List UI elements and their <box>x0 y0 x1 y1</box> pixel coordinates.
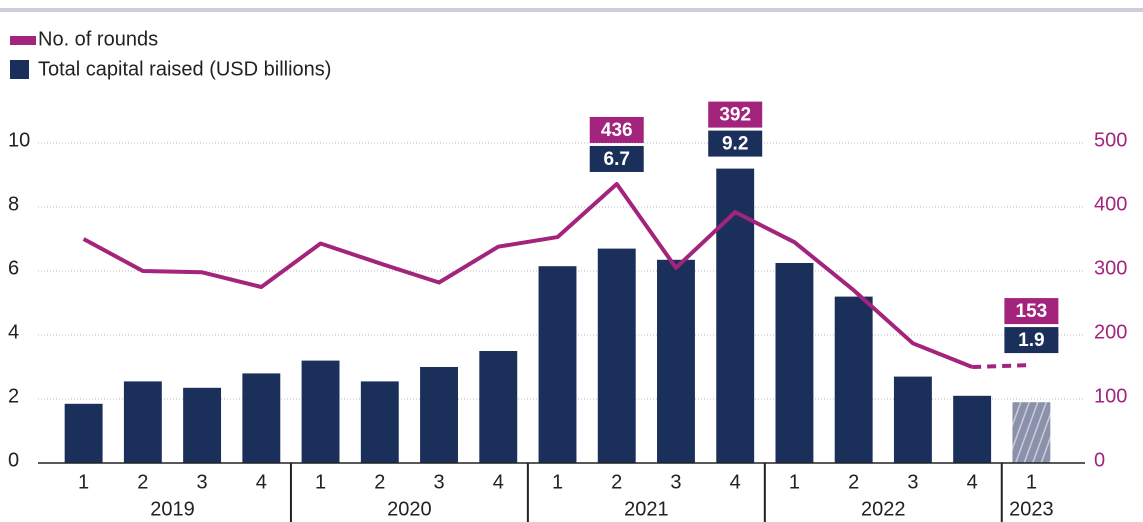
x-tick-label: 4 <box>256 471 267 493</box>
value-label: 9.2 <box>722 134 748 155</box>
bar <box>420 367 458 463</box>
year-label: 2019 <box>150 498 195 520</box>
bar <box>479 351 518 463</box>
bar <box>64 403 103 463</box>
top-rule <box>0 8 1143 12</box>
bar <box>242 373 281 463</box>
y2-tick-label: 200 <box>1094 321 1127 343</box>
x-tick-label: 3 <box>433 471 444 493</box>
bar <box>1012 402 1051 463</box>
year-label: 2023 <box>1009 498 1054 520</box>
bar <box>657 259 695 463</box>
y2-tick-label: 400 <box>1094 193 1127 215</box>
bar <box>123 381 162 463</box>
bar <box>597 248 636 463</box>
x-tick-label: 2 <box>848 471 859 493</box>
y-tick-label: 8 <box>8 193 19 215</box>
value-label-box <box>589 116 644 143</box>
year-label: 2020 <box>387 498 432 520</box>
legend-swatch <box>10 60 29 79</box>
bar <box>301 360 340 463</box>
bar <box>183 387 222 463</box>
x-tick-label: 4 <box>730 471 741 493</box>
value-label-box <box>589 145 644 172</box>
value-label: 6.7 <box>604 149 630 170</box>
bar <box>834 296 873 463</box>
y2-tick-label: 500 <box>1094 129 1127 151</box>
y-tick-label: 0 <box>8 449 19 471</box>
y2-tick-label: 300 <box>1094 257 1127 279</box>
bar <box>775 263 814 463</box>
x-tick-label: 2 <box>611 471 622 493</box>
y-tick-label: 2 <box>8 385 19 407</box>
x-tick-label: 4 <box>967 471 978 493</box>
legend-label: No. of rounds <box>38 28 158 50</box>
x-tick-label: 1 <box>552 471 563 493</box>
x-tick-label: 3 <box>197 471 208 493</box>
y-tick-label: 6 <box>8 257 19 279</box>
value-label-box <box>708 130 763 157</box>
y-tick-label: 4 <box>8 321 19 343</box>
year-label: 2021 <box>624 498 669 520</box>
year-label: 2022 <box>861 498 906 520</box>
value-label-box <box>1004 327 1059 354</box>
x-tick-label: 1 <box>1026 471 1037 493</box>
line-projection <box>972 363 1032 369</box>
legend-swatch <box>10 36 36 45</box>
x-tick-label: 3 <box>670 471 681 493</box>
x-tick-label: 1 <box>789 471 800 493</box>
value-label: 153 <box>1016 301 1048 322</box>
value-label-box <box>1004 298 1059 325</box>
value-label: 1.9 <box>1018 330 1044 351</box>
bar <box>953 395 992 463</box>
legend-label: Total capital raised (USD billions) <box>38 58 331 80</box>
value-label: 436 <box>601 120 633 141</box>
value-label: 392 <box>719 105 751 126</box>
x-tick-label: 2 <box>374 471 385 493</box>
x-tick-label: 1 <box>78 471 89 493</box>
x-tick-label: 3 <box>907 471 918 493</box>
bar <box>538 266 577 463</box>
bar <box>893 376 932 463</box>
x-tick-label: 4 <box>493 471 504 493</box>
y2-tick-label: 100 <box>1094 385 1127 407</box>
x-tick-label: 1 <box>315 471 326 493</box>
line <box>82 181 973 369</box>
y-tick-label: 10 <box>8 129 30 151</box>
bar <box>360 381 399 463</box>
x-tick-label: 2 <box>137 471 148 493</box>
value-label-box <box>708 101 763 128</box>
y2-tick-label: 0 <box>1094 449 1105 471</box>
